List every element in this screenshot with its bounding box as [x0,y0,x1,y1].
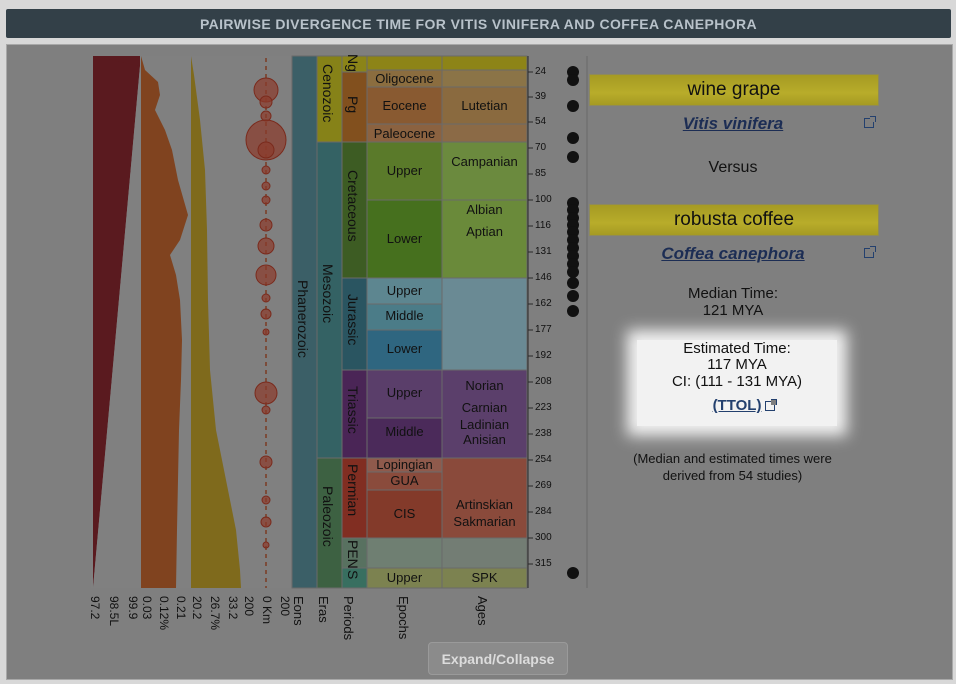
age-carnian: Carnian [461,400,508,415]
tick-label: 70 [535,142,547,153]
tick-label: 116 [535,220,551,231]
median-time-value: 121 MYA [702,302,764,319]
period-pen: PEN [345,540,361,569]
axis-col3-max: 33.2 [226,596,240,620]
versus-label: Versus [708,159,758,176]
epoch-triassic-upper: Upper [386,385,423,400]
age-anisian: Anisian [463,432,506,447]
tick-label: 284 [535,506,552,517]
tick-label: 100 [535,194,552,205]
epoch-gua: GUA [390,473,419,488]
period-permian: Permian [345,464,361,517]
species-a-link[interactable]: Vitis vinifera [682,114,784,133]
estimated-time-box: Estimated Time: 117 MYA CI: (111 - 131 M… [637,340,837,426]
axis-col3-min: 20.2 [190,596,204,620]
eon-phanerozoic: Phanerozoic [295,280,311,358]
column-label-epochs: Epochs [396,596,411,640]
age-sakmarian: Sakmarian [453,514,516,529]
epoch-silurian-upper: Upper [386,570,423,585]
tick-label: 162 [535,298,552,309]
period-pg: Pg [345,96,361,114]
chart-col2-area [141,56,188,588]
expand-collapse-button[interactable]: Expand/Collapse [428,642,568,675]
species-b-link[interactable]: Coffea canephora [661,244,805,263]
estimated-time-label: Estimated Time: [683,340,791,357]
epoch-eocene: Eocene [382,98,427,113]
chart-col3-area [191,56,241,588]
tick-label: 85 [535,168,547,179]
tick-label: 24 [535,66,547,77]
axis-col3-mid: 26.7% [208,596,222,631]
tick-label: 269 [535,480,552,491]
tick-label: 131 [535,246,552,257]
external-link-icon[interactable] [765,399,777,411]
tick-label: 177 [535,324,552,335]
tick-label: 39 [535,91,547,102]
epoch-triassic-middle: Middle [385,424,424,439]
period-cretaceous: Cretaceous [345,170,361,242]
external-link-icon[interactable] [864,116,876,128]
column-label-eons: Eons [291,596,306,626]
age-albian: Albian [466,202,503,217]
epoch-jurassic-middle: Middle [385,308,424,323]
age-campanian: Campanian [451,154,518,169]
study-circles [245,77,287,549]
age-norian: Norian [465,378,504,393]
axis-col4-mid: 0 Km [260,596,274,625]
median-time-label: Median Time: [687,285,779,302]
axis-col4-min: 200 [242,596,256,617]
tick-label: 208 [535,376,552,387]
study-dots [567,66,579,579]
tick-label: 146 [535,272,552,283]
tick-label: 54 [535,116,547,127]
ttol-link[interactable]: (TTOL) [712,397,762,414]
axis-col1-mid: 98.5L [107,596,121,627]
age-artinskian: Artinskian [455,497,514,512]
column-label-ages: Ages [475,596,490,626]
confidence-interval: CI: (111 - 131 MYA) [671,373,803,390]
chart-col1-area [93,56,140,588]
tick-label: 192 [535,350,552,361]
epoch-paleocene: Paleocene [373,126,436,141]
period-triassic: Triassic [345,386,361,434]
column-label-periods: Periods [341,596,356,641]
tick-label: 315 [535,558,552,569]
age-ladinian: Ladinian [459,417,510,432]
axis-col4-max: 200 [278,596,292,617]
axis-col2-max: 0.21 [174,596,188,620]
period-s: S [345,570,361,580]
epoch-lopingian: Lopingian [376,457,433,472]
period-ng: Ng [345,54,361,72]
tick-label: 300 [535,532,552,543]
epoch-cretaceous-upper: Upper [386,163,423,178]
tick-label: 254 [535,454,552,465]
axis-col2-mid: 0.12% [157,596,171,631]
axis-col1-min: 97.2 [88,596,102,620]
age-spk: SPK [471,570,498,585]
epoch-oligocene: Oligocene [375,71,434,86]
page-title: PAIRWISE DIVERGENCE TIME FOR VITIS VINIF… [6,9,951,38]
external-link-icon[interactable] [864,246,876,258]
epoch-jurassic-upper: Upper [386,283,423,298]
period-jurassic: Jurassic [345,294,361,346]
epoch-jurassic-lower: Lower [386,341,423,356]
tick-marks [528,71,533,565]
tick-label: 223 [535,402,552,413]
column-label-eras: Eras [316,596,331,623]
axis-col2-min: 0.03 [140,596,154,620]
age-aptian: Aptian [466,224,503,239]
era-paleozoic: Paleozoic [320,486,336,547]
era-mesozoic: Mesozoic [320,264,336,324]
tick-label: 238 [535,428,552,439]
epoch-cis: CIS [393,506,416,521]
species-a-common-name: wine grape [589,74,879,106]
species-b-common-name: robusta coffee [589,204,879,236]
era-cenozoic: Cenozoic [320,64,336,123]
estimated-time-value: 117 MYA [707,356,767,373]
age-lutetian: Lutetian [461,98,508,113]
studies-note: (Median and estimated times were derived… [633,451,832,483]
epoch-cretaceous-lower: Lower [386,231,423,246]
